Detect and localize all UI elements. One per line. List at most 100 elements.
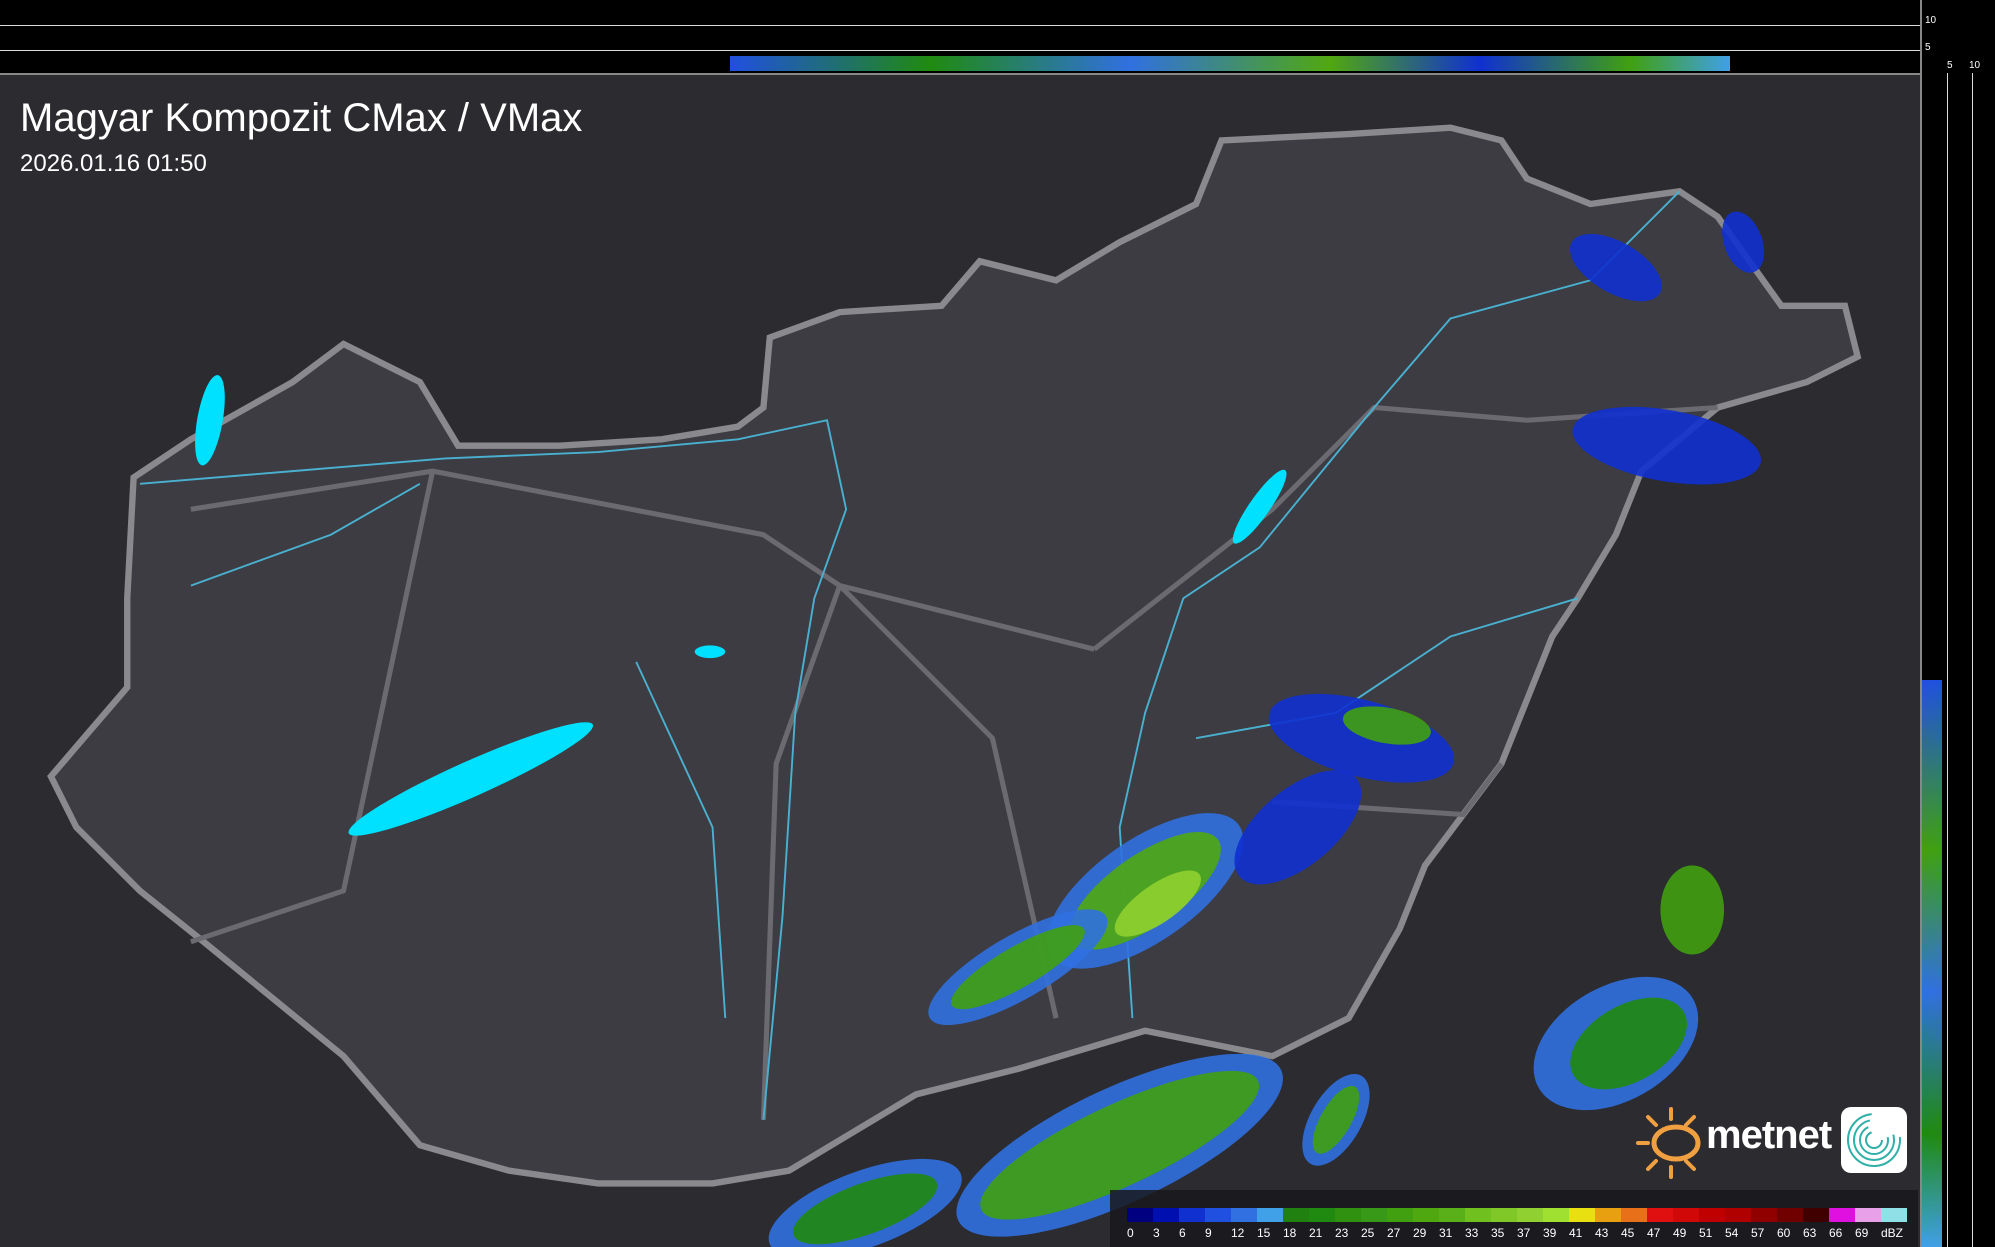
legend-swatch bbox=[1777, 1208, 1803, 1222]
legend-swatch bbox=[1491, 1208, 1517, 1222]
legend-label: 47 bbox=[1647, 1226, 1661, 1240]
lake-tisza bbox=[1232, 469, 1287, 544]
lake-ferto bbox=[195, 375, 225, 466]
legend-swatch bbox=[1517, 1208, 1543, 1222]
legend-swatch bbox=[1751, 1208, 1777, 1222]
sun-icon bbox=[1636, 1107, 1701, 1179]
radar-echoes bbox=[768, 211, 1765, 1247]
radar-map[interactable] bbox=[0, 73, 1920, 1247]
legend-label: 3 bbox=[1153, 1226, 1160, 1240]
lake-balaton bbox=[348, 722, 594, 836]
profile-echo-strip bbox=[730, 56, 1730, 71]
radar-echo bbox=[1342, 706, 1431, 745]
map-title: Magyar Kompozit CMax / VMax bbox=[20, 96, 583, 140]
legend-swatch bbox=[1361, 1208, 1387, 1222]
legend-label: 39 bbox=[1543, 1226, 1557, 1240]
legend-swatch bbox=[1309, 1208, 1335, 1222]
legend-swatch bbox=[1387, 1208, 1413, 1222]
profile-echo-strip bbox=[1922, 680, 1942, 1247]
legend-label: 69 bbox=[1855, 1226, 1869, 1240]
legend-swatch bbox=[1699, 1208, 1725, 1222]
legend-label: 57 bbox=[1751, 1226, 1765, 1240]
lake-velence bbox=[694, 645, 726, 659]
legend-label: 35 bbox=[1491, 1226, 1505, 1240]
profile-gridline bbox=[0, 25, 1920, 26]
spiral-logo-icon bbox=[1841, 1107, 1907, 1173]
legend-labels: 0 3 6 9 12 15 18 21 23 25 27 29 31 33 35 37 39 41 43 45 47 49… bbox=[1127, 1226, 1907, 1240]
radar-echo bbox=[1234, 770, 1362, 885]
radar-echo bbox=[1660, 865, 1725, 955]
legend-label: 18 bbox=[1283, 1226, 1297, 1240]
legend-label: 63 bbox=[1803, 1226, 1817, 1240]
legend-swatch bbox=[1543, 1208, 1569, 1222]
legend-swatch bbox=[1127, 1208, 1153, 1222]
legend-label: 43 bbox=[1595, 1226, 1609, 1240]
legend-swatch bbox=[1855, 1208, 1881, 1222]
legend-label: 54 bbox=[1725, 1226, 1739, 1240]
legend-label: 51 bbox=[1699, 1226, 1713, 1240]
legend-label: 66 bbox=[1829, 1226, 1843, 1240]
radar-echo bbox=[1570, 233, 1662, 302]
legend-label: dBZ bbox=[1881, 1226, 1904, 1240]
profile-gridline bbox=[0, 50, 1920, 51]
profile-gridline bbox=[1947, 73, 1948, 1247]
legend-swatch bbox=[1569, 1208, 1595, 1222]
legend-label: 23 bbox=[1335, 1226, 1349, 1240]
legend-color-bar bbox=[1127, 1208, 1907, 1222]
legend-label: 21 bbox=[1309, 1226, 1323, 1240]
profile-tick: 5 bbox=[1947, 60, 1953, 71]
radar-echo bbox=[950, 925, 1085, 1010]
legend-label: 0 bbox=[1127, 1226, 1134, 1240]
vertical-profile-right: 10 5 5 10 bbox=[1920, 0, 1995, 1247]
legend-swatch bbox=[1621, 1208, 1647, 1222]
legend-swatch bbox=[1205, 1208, 1231, 1222]
rivers bbox=[139, 190, 1681, 1120]
legend-swatch bbox=[1179, 1208, 1205, 1222]
brand-name: metnet bbox=[1706, 1113, 1832, 1157]
dbz-color-legend: 0 3 6 9 12 15 18 21 23 25 27 29 31 33 35 37 39 41 43 45 47 49… bbox=[1110, 1190, 1918, 1247]
profile-tick: 10 bbox=[1925, 15, 1937, 26]
profile-tick: 5 bbox=[1925, 42, 1931, 53]
legend-swatch bbox=[1439, 1208, 1465, 1222]
legend-label: 6 bbox=[1179, 1226, 1186, 1240]
legend-label: 33 bbox=[1465, 1226, 1479, 1240]
legend-label: 12 bbox=[1231, 1226, 1245, 1240]
legend-label: 45 bbox=[1621, 1226, 1635, 1240]
legend-swatch bbox=[1153, 1208, 1179, 1222]
legend-label: 25 bbox=[1361, 1226, 1375, 1240]
legend-label: 60 bbox=[1777, 1226, 1791, 1240]
legend-label: 9 bbox=[1205, 1226, 1212, 1240]
radar-echo bbox=[792, 1173, 938, 1245]
legend-swatch bbox=[1881, 1208, 1907, 1222]
legend-label: 31 bbox=[1439, 1226, 1453, 1240]
radar-echo bbox=[1114, 870, 1201, 937]
legend-swatch bbox=[1465, 1208, 1491, 1222]
radar-echo bbox=[980, 1070, 1260, 1220]
legend-swatch bbox=[1803, 1208, 1829, 1222]
legend-swatch bbox=[1725, 1208, 1751, 1222]
hungary-border bbox=[47, 124, 1862, 1187]
legend-swatch bbox=[1335, 1208, 1361, 1222]
vertical-profile-top bbox=[0, 0, 1920, 75]
profile-gridline bbox=[1972, 73, 1973, 1247]
legend-swatch bbox=[1829, 1208, 1855, 1222]
legend-label: 29 bbox=[1413, 1226, 1427, 1240]
legend-label: 15 bbox=[1257, 1226, 1271, 1240]
legend-label: 41 bbox=[1569, 1226, 1583, 1240]
legend-label: 37 bbox=[1517, 1226, 1531, 1240]
lakes bbox=[195, 375, 1287, 836]
metnet-logo: metnet bbox=[1636, 1105, 1907, 1180]
radar-echo bbox=[1722, 211, 1765, 273]
legend-swatch bbox=[1231, 1208, 1257, 1222]
legend-swatch bbox=[1595, 1208, 1621, 1222]
legend-label: 27 bbox=[1387, 1226, 1401, 1240]
radar-echo bbox=[1312, 1085, 1360, 1154]
map-timestamp: 2026.01.16 01:50 bbox=[20, 150, 207, 177]
legend-swatch bbox=[1257, 1208, 1283, 1222]
radar-echo bbox=[1572, 406, 1761, 485]
legend-swatch bbox=[1283, 1208, 1309, 1222]
legend-swatch bbox=[1413, 1208, 1439, 1222]
legend-swatch bbox=[1647, 1208, 1673, 1222]
legend-label: 49 bbox=[1673, 1226, 1687, 1240]
